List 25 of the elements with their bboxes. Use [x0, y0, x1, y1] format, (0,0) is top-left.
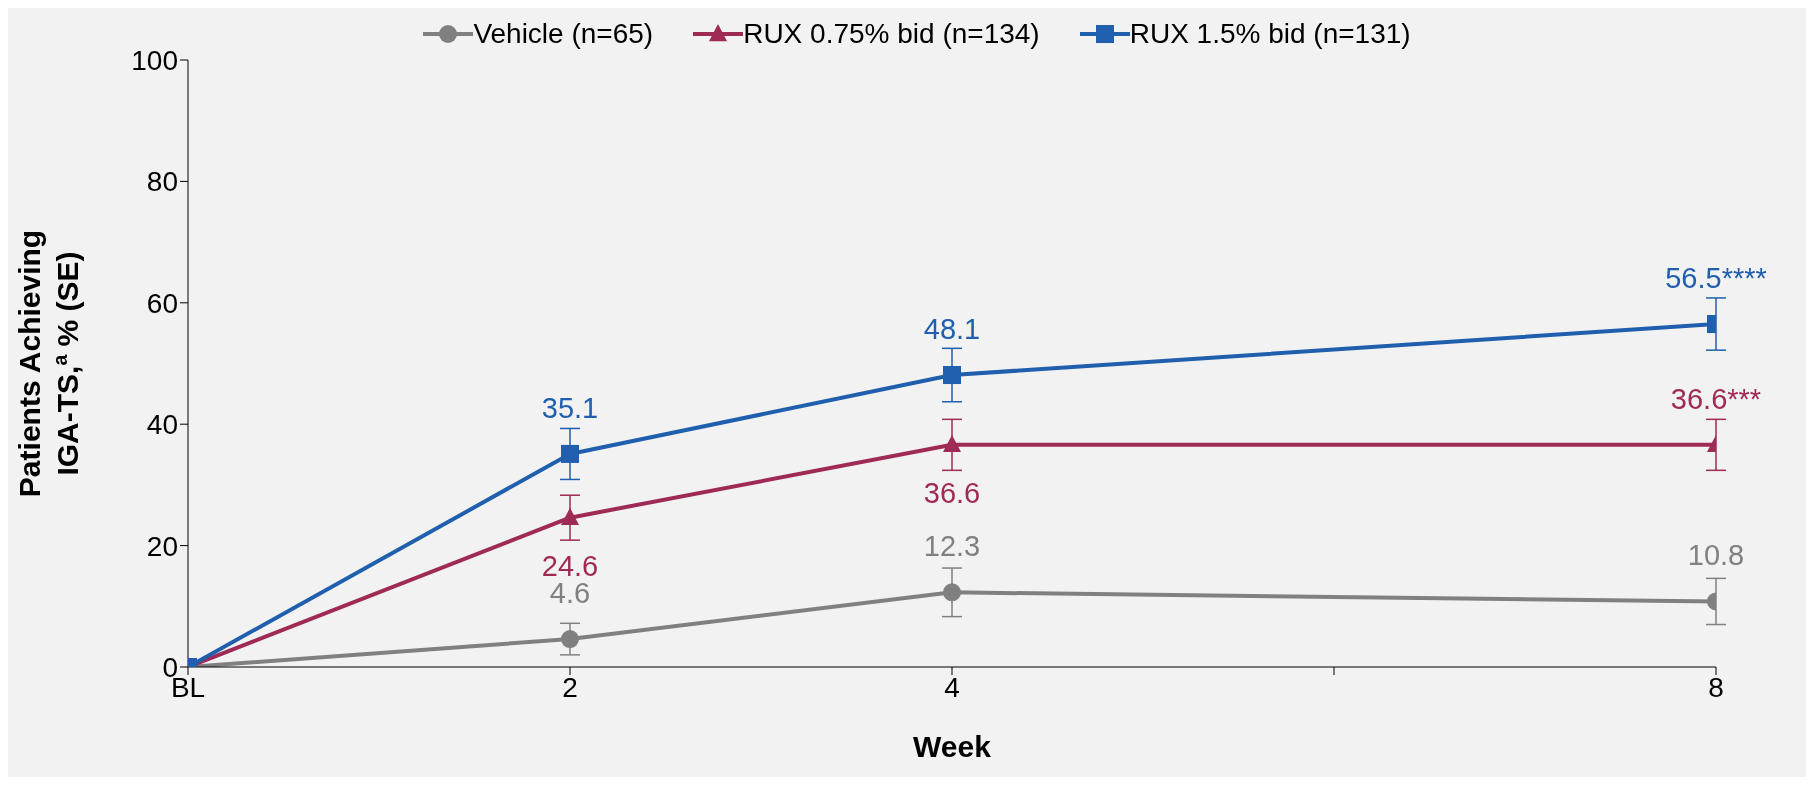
x-tick-label: 8: [1708, 671, 1724, 703]
data-label: 36.6***: [1670, 382, 1762, 415]
point: [943, 583, 961, 602]
data-label: 10.8: [1687, 539, 1745, 572]
y-tick-label: 100: [131, 44, 178, 76]
y-tick-label: 80: [146, 166, 178, 198]
data-label: 12.3: [923, 530, 981, 563]
legend-label: Vehicle (n=65): [473, 18, 654, 50]
y-tick-label: 60: [146, 287, 178, 319]
x-tick-label: 4: [944, 671, 960, 703]
point: [943, 434, 961, 453]
legend-label: RUX 1.5% bid (n=131): [1129, 18, 1411, 50]
y-tick-label: 40: [146, 409, 178, 441]
point: [561, 630, 579, 649]
data-label: 36.6: [923, 476, 981, 509]
y-tick-label: 20: [146, 530, 178, 562]
point: [943, 366, 961, 385]
data-label: 35.1: [541, 391, 599, 424]
x-tick-label: 2: [562, 671, 578, 703]
point: [561, 507, 579, 525]
point: [561, 444, 579, 463]
data-label: 48.1: [923, 313, 981, 346]
x-axis-title: Week: [913, 730, 992, 763]
data-label: 56.5****: [1665, 262, 1767, 295]
legend-label: RUX 0.75% bid (n=134): [743, 18, 1040, 50]
